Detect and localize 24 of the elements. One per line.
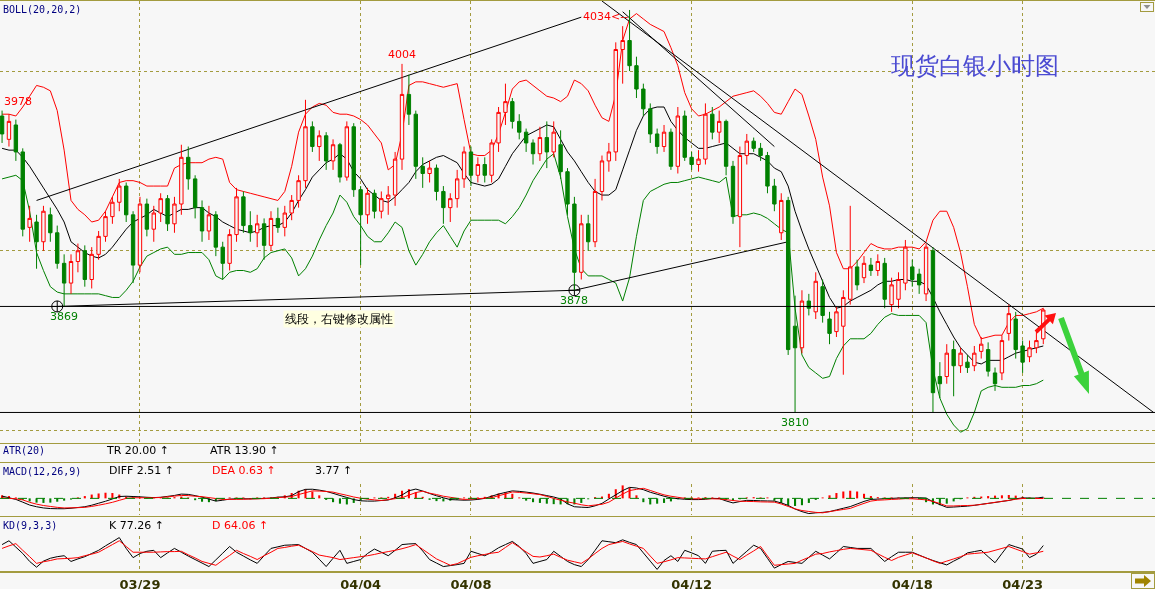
text: 3.77 ↑ xyxy=(315,464,353,477)
x-tick-label: 04/08 xyxy=(450,576,492,589)
annotation: 4004 xyxy=(388,48,416,61)
annotation: 3878 xyxy=(560,294,588,307)
annotation: 3978 xyxy=(4,95,32,108)
annotation: 线段，右键修改属性 xyxy=(285,312,393,326)
annotation: 现货白银小时图 xyxy=(891,52,1059,80)
text: D 64.06 ↑ xyxy=(212,519,269,532)
text: DEA 0.63 ↑ xyxy=(212,464,276,477)
text: TR 20.00 ↑ xyxy=(107,444,170,458)
annotation: 3869 xyxy=(50,310,78,323)
x-tick-label: 03/29 xyxy=(119,576,161,589)
text: ATR 13.90 ↑ xyxy=(210,444,279,458)
chart-title: BOLL(20,20,2) xyxy=(3,3,82,15)
x-tick-label: 04/18 xyxy=(891,576,933,589)
annotation: 3810 xyxy=(781,416,809,429)
chart-title: MACD(12,26,9) xyxy=(3,465,82,477)
x-tick-label: 04/23 xyxy=(1002,576,1044,589)
chart-title: KD(9,3,3) xyxy=(3,519,58,531)
x-tick-label: 04/04 xyxy=(340,576,382,589)
text: ATR(20) xyxy=(3,444,46,458)
text: DIFF 2.51 ↑ xyxy=(109,464,175,477)
text: K 77.26 ↑ xyxy=(109,519,164,532)
x-tick-label: 04/12 xyxy=(671,576,713,589)
